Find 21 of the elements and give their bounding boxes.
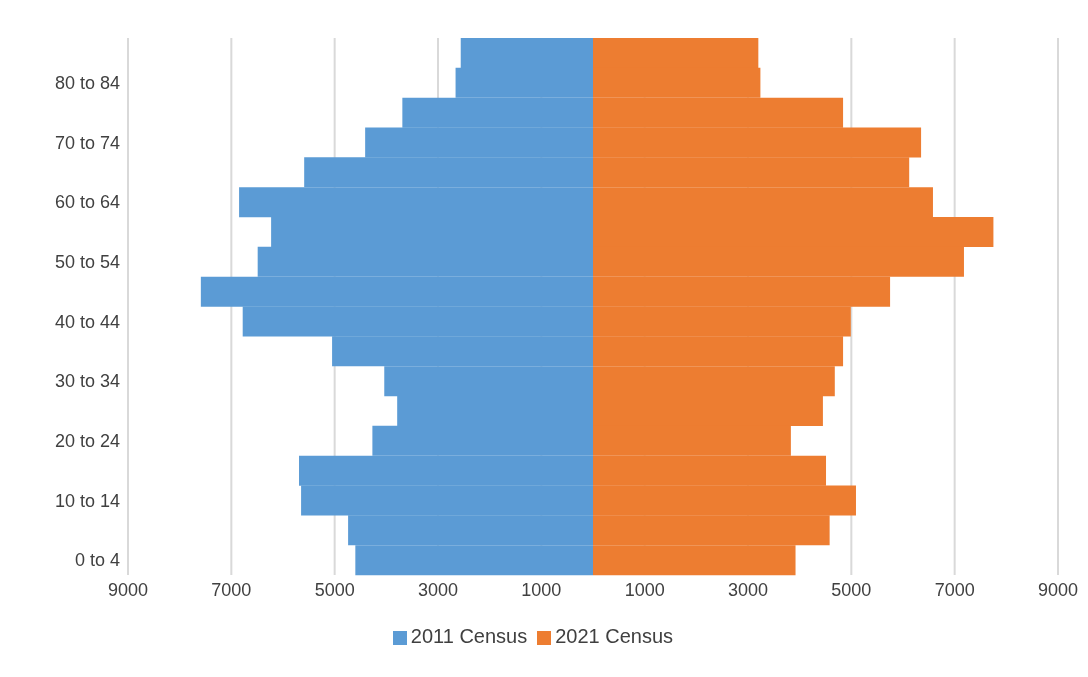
x-tick-label: 1000 [624, 579, 665, 600]
x-tick-label: 3000 [727, 579, 769, 600]
x-tick-label: 7000 [211, 579, 252, 600]
y-tick-label: 80 to 84 [54, 73, 120, 94]
y-tick-label: 70 to 74 [54, 132, 120, 153]
y-tick-label: 50 to 54 [54, 252, 120, 273]
x-tick-label: 9000 [107, 579, 149, 600]
x-tick-label: 7000 [934, 579, 975, 600]
x-tick-label: 9000 [1037, 579, 1079, 600]
y-tick-label: 20 to 24 [54, 431, 120, 452]
x-tick-label: 5000 [831, 579, 872, 600]
x-tick-label: 1000 [521, 579, 562, 600]
x-tick-label: 3000 [417, 579, 459, 600]
y-tick-label: 60 to 64 [54, 192, 120, 213]
x-tick-label: 5000 [314, 579, 355, 600]
y-tick-label: 30 to 34 [54, 371, 120, 392]
legend-label: 2011 Census [410, 625, 528, 647]
y-tick-label: 10 to 14 [54, 490, 120, 511]
y-tick-label: 40 to 44 [54, 311, 120, 332]
y-tick-label: 0 to 4 [74, 550, 120, 571]
legend-label: 2021 Census [555, 625, 674, 647]
